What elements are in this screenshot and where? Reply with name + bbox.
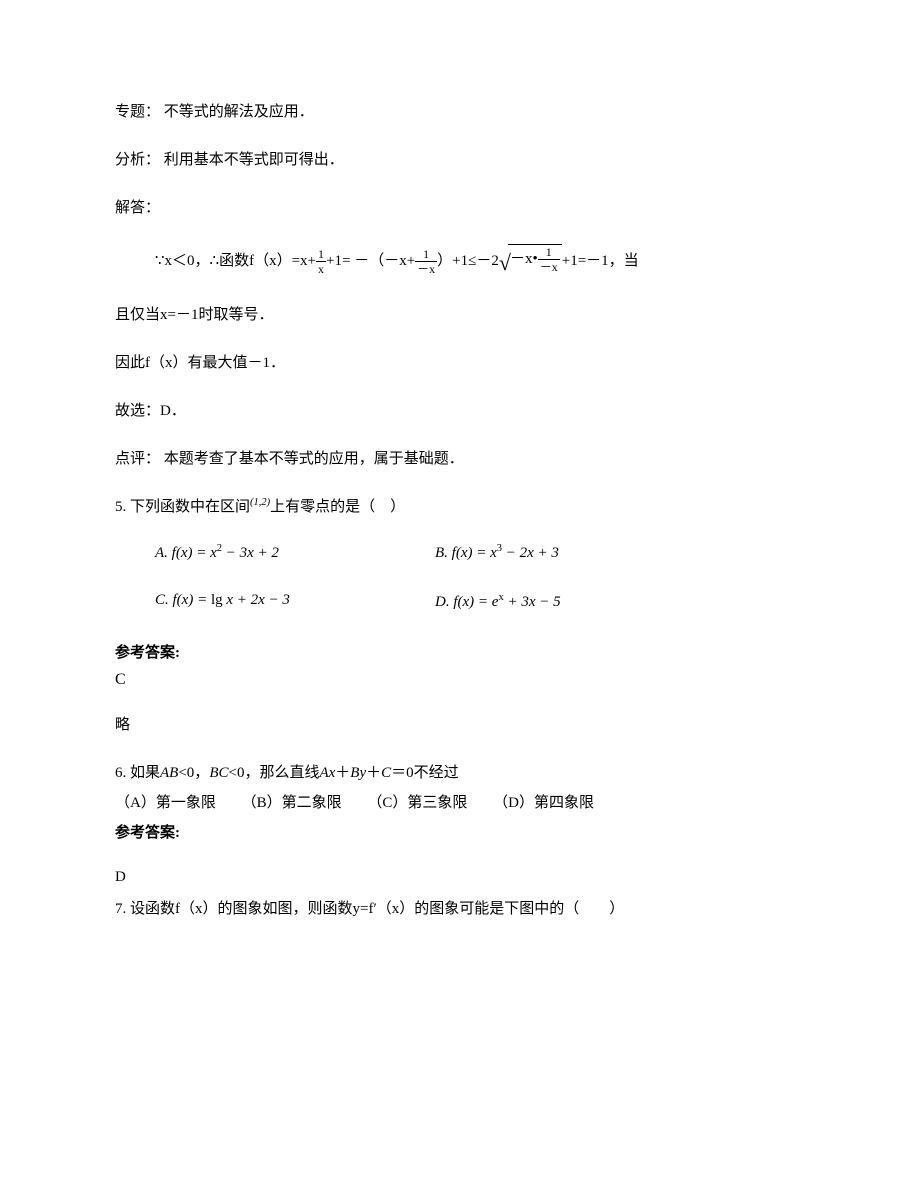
- comment-text: 本题考查了基本不等式的应用，属于基础题．: [164, 451, 464, 467]
- frac-inside-sqrt: 1 －x: [538, 246, 560, 273]
- q6-optA: （A）第一象限: [115, 795, 216, 811]
- q6-stem: 6. 如果AB<0，BC<0，那么直线Ax＋By＋C＝0不经过: [115, 761, 805, 785]
- q5-options-row2: C. f(x) = lg x + 2x − 3 D. f(x) = ex + 3…: [115, 592, 805, 611]
- topic-text: 不等式的解法及应用．: [164, 104, 314, 120]
- q5-answer: C: [115, 671, 805, 689]
- plus-sign: +: [308, 253, 316, 269]
- optA-math: f(x) = x2 − 3x + 2: [172, 545, 279, 561]
- sqrt-inner-a: －x•: [510, 251, 538, 267]
- analysis-line: 分析： 利用基本不等式即可得出．: [115, 148, 805, 172]
- optC-math: f(x) = lg x + 2x − 3: [173, 592, 290, 608]
- q6-answer-label: 参考答案:: [115, 821, 805, 845]
- q5-stem: 5. 下列函数中在区间(1,2)上有零点的是（ ）: [115, 495, 805, 519]
- comment-label: 点评：: [115, 451, 160, 467]
- optA-label: A.: [155, 545, 168, 561]
- q6-answer: D: [115, 865, 805, 889]
- proof-line2: 且仅当x=－1时取等号．: [115, 303, 805, 327]
- sqrt-body: －x• 1 －x: [508, 244, 562, 273]
- q5-answer-label: 参考答案:: [115, 641, 805, 665]
- q5-optB: B. f(x) = x3 − 2x + 3: [435, 543, 715, 562]
- topic-line: 专题： 不等式的解法及应用．: [115, 100, 805, 124]
- q5-options-row1: A. f(x) = x2 − 3x + 2 B. f(x) = x3 − 2x …: [115, 543, 805, 562]
- optC-label: C.: [155, 592, 169, 608]
- q6-optD: （D）第四象限: [493, 795, 594, 811]
- solve-label: 解答：: [115, 196, 805, 220]
- frac-1-over-negx: 1 －x: [415, 248, 437, 275]
- q5-stem-prefix: 5. 下列函数中在区间: [115, 499, 250, 515]
- q6-optB: （B）第二象限: [242, 795, 342, 811]
- therefore-line: 因此f（x）有最大值－1．: [115, 351, 805, 375]
- sqrt-expr: √－x• 1 －x: [499, 244, 562, 279]
- q6-optC: （C）第三象限: [367, 795, 467, 811]
- optB-label: B.: [435, 545, 448, 561]
- frac-den: －x: [415, 262, 437, 275]
- comment-line: 点评： 本题考查了基本不等式的应用，属于基础题．: [115, 447, 805, 471]
- analysis-label: 分析：: [115, 152, 160, 168]
- q5-interval: (1,2): [250, 497, 270, 508]
- q5-optC: C. f(x) = lg x + 2x − 3: [155, 592, 435, 611]
- proof-prefix: ∵x＜0，∴函数f（x）=x: [155, 253, 308, 269]
- frac-1-over-x: 1 x: [316, 248, 326, 275]
- frac-num: 1: [538, 246, 560, 260]
- q6-stem-text: 6. 如果AB<0，BC<0，那么直线Ax＋By＋C＝0不经过: [115, 765, 459, 781]
- choose-line: 故选：D．: [115, 399, 805, 423]
- q5-omit: 略: [115, 713, 805, 737]
- proof-mid2: －（－x+: [354, 253, 415, 269]
- q6-options: （A）第一象限 （B）第二象限 （C）第三象限 （D）第四象限: [115, 791, 805, 815]
- proof-mid3: ）+1≤－2: [437, 253, 499, 269]
- topic-label: 专题：: [115, 104, 160, 120]
- frac-num: 1: [415, 248, 437, 262]
- optD-math: f(x) = ex + 3x − 5: [453, 594, 560, 610]
- frac-num: 1: [316, 248, 326, 262]
- frac-den: －x: [538, 260, 560, 273]
- proof-mid1: +1=: [326, 253, 350, 269]
- frac-den: x: [316, 262, 326, 275]
- proof-tail: +1=－1，当: [562, 253, 639, 269]
- q5-optD: D. f(x) = ex + 3x − 5: [435, 592, 715, 611]
- proof-formula: ∵x＜0，∴函数f（x）=x+ 1 x +1= －（－x+ 1 －x ）+1≤－…: [115, 244, 805, 279]
- optD-label: D.: [435, 594, 450, 610]
- q5-optA: A. f(x) = x2 − 3x + 2: [155, 543, 435, 562]
- q7-stem: 7. 设函数f（x）的图象如图，则函数y=f′（x）的图象可能是下图中的（ ）: [115, 897, 805, 921]
- optB-math: f(x) = x3 − 2x + 3: [452, 545, 559, 561]
- analysis-text: 利用基本不等式即可得出．: [164, 152, 344, 168]
- q5-stem-suffix: 上有零点的是（ ）: [270, 499, 405, 515]
